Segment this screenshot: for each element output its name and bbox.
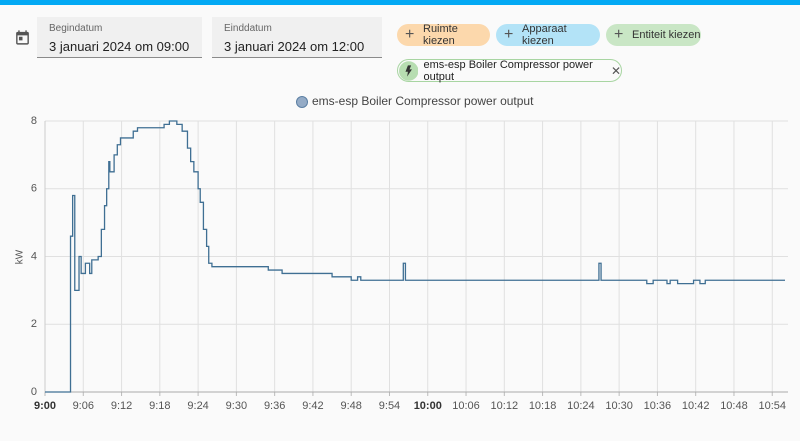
bolt-icon (399, 60, 419, 81)
chart: ems-esp Boiler Compressor power output 0 2… (15, 94, 788, 412)
x-tick-label: 9:36 (264, 400, 285, 412)
x-tick-label: 9:06 (73, 400, 94, 412)
end-date[interactable]: Einddatum 3 januari 2024 om 12:00 (212, 17, 382, 58)
x-tick-label: 9:42 (302, 400, 323, 412)
x-tick-label: 9:18 (149, 400, 170, 412)
x-tick-label: 10:48 (720, 400, 748, 412)
y-tick-label: 6 (31, 183, 37, 195)
selected-entity[interactable]: ems-esp Boiler Compressor power output ✕ (397, 58, 622, 83)
end-label: Einddatum (224, 23, 272, 34)
x-tick-label: 9:48 (340, 400, 361, 412)
calendar-icon[interactable] (14, 29, 31, 46)
y-tick-label: 4 (31, 250, 37, 262)
y-tick-label: 0 (31, 386, 37, 398)
start-date[interactable]: Begindatum 3 januari 2024 om 09:00 (37, 17, 202, 58)
device-chip[interactable]: + Apparaat kiezen (496, 23, 600, 47)
x-tick-label: 10:12 (491, 400, 519, 412)
x-tick-label: 10:06 (452, 400, 480, 412)
entity-label: ems-esp Boiler Compressor power output (423, 58, 593, 83)
x-tick-label: 10:30 (605, 400, 633, 412)
x-tick-label: 9:54 (379, 400, 400, 412)
legend-marker (296, 96, 308, 108)
x-tick-label: 10:18 (529, 400, 557, 412)
x-tick-label: 10:42 (682, 400, 710, 412)
x-tick-label: 10:24 (567, 400, 595, 412)
end-value: 3 januari 2024 om 12:00 (224, 39, 365, 54)
x-tick-label: 10:36 (644, 400, 672, 412)
entity-chip[interactable]: + Entiteit kiezen (606, 24, 701, 46)
chip-label: Apparaat kiezen (522, 23, 567, 47)
start-label: Begindatum (49, 23, 103, 34)
x-tick-label: 9:24 (187, 400, 208, 412)
y-tick-label: 2 (31, 318, 37, 330)
y-tick-label: 8 (31, 115, 37, 127)
data-line (45, 120, 785, 393)
x-tick-label: 10:00 (414, 400, 442, 412)
x-tick-label: 9:00 (34, 400, 56, 412)
chip-label: Ruimte kiezen (423, 23, 458, 47)
top-bar (0, 0, 800, 5)
chip-label: Entiteit kiezen (632, 29, 701, 41)
start-value: 3 januari 2024 om 09:00 (49, 39, 190, 54)
x-tick-label: 9:12 (111, 400, 132, 412)
legend-label: ems-esp Boiler Compressor power output (312, 94, 534, 108)
x-tick-label: 10:54 (758, 400, 786, 412)
x-tick-label: 9:30 (226, 400, 247, 412)
remove-button[interactable]: ✕ (610, 63, 621, 78)
y-axis-label: kW (15, 249, 26, 264)
area-chip[interactable]: + Ruimte kiezen (397, 23, 490, 47)
